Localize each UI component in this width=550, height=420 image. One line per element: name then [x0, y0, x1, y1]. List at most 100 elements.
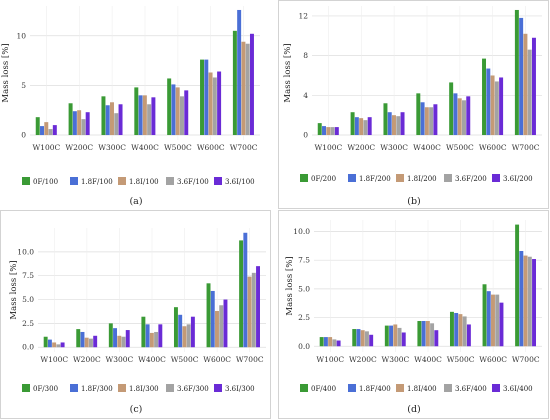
bar	[449, 311, 454, 347]
chart-panel-1: 0 5 10 Mass loss [%] W100C W200C W300C W400C W50…	[1, 6, 260, 207]
chart-panel-3: 0.0 2.5 5.0 7.5 10.0 Mass loss [%] W100C W200C W…	[0, 210, 271, 419]
legend-label: 0F/100	[33, 178, 58, 186]
bar	[494, 81, 499, 136]
bar	[389, 325, 394, 347]
panel-caption: (c)	[130, 404, 143, 415]
x-tick-label: W700C	[512, 143, 540, 152]
bar	[523, 33, 528, 136]
bar	[420, 102, 425, 136]
bar	[424, 107, 429, 136]
legend-swatch	[118, 384, 126, 392]
bar	[184, 90, 189, 136]
bar	[200, 59, 205, 136]
x-tick-label: W600C	[203, 355, 231, 364]
bar	[113, 328, 118, 348]
legend-swatch	[22, 384, 30, 392]
x-tick-label: W300C	[98, 143, 126, 152]
x-tick-label: W200C	[347, 143, 375, 152]
legend-swatch	[214, 384, 222, 392]
x-tick-label: W500C	[447, 355, 475, 364]
bar	[363, 120, 368, 136]
bar	[396, 116, 401, 136]
legend-label: 1.8F/100	[81, 178, 113, 186]
bar	[434, 330, 439, 347]
bar	[486, 291, 491, 347]
y-tick-label: 10	[16, 31, 26, 40]
bar	[392, 115, 396, 136]
bar	[336, 340, 341, 347]
y-tick-label: 5	[21, 81, 26, 90]
legend-swatch	[22, 177, 30, 185]
bar	[356, 329, 361, 347]
y-tick-label: 8	[303, 51, 308, 60]
bar	[334, 127, 339, 136]
bar	[182, 326, 187, 348]
x-tick-label: W300C	[382, 355, 410, 364]
bar	[461, 100, 466, 136]
bar	[43, 336, 48, 348]
bar	[531, 37, 536, 136]
x-tick-label: W300C	[380, 143, 408, 152]
legend-swatch	[492, 384, 500, 392]
legend-swatch	[492, 174, 500, 182]
x-tick-label: W500C	[446, 143, 474, 152]
legend-label: 3.6I/300	[225, 385, 255, 393]
bar	[251, 272, 256, 348]
bar	[171, 84, 176, 136]
bar	[44, 122, 49, 136]
bar	[247, 276, 252, 348]
legend-label: 3.6I/100	[225, 178, 255, 186]
bar	[245, 43, 250, 136]
legend-label: 3.6I/400	[503, 385, 533, 393]
bar	[179, 96, 184, 136]
bar	[141, 316, 146, 348]
bar	[462, 316, 467, 347]
bar	[454, 312, 459, 347]
bar	[108, 323, 113, 348]
bar	[40, 126, 44, 136]
bar	[60, 342, 65, 348]
bar	[72, 111, 77, 136]
bar	[167, 78, 172, 136]
x-tick-label: W600C	[479, 355, 507, 364]
y-axis-label: Mass loss [%]	[9, 260, 19, 319]
bar	[527, 256, 532, 347]
bar	[232, 30, 237, 136]
legend-label: 1.8I/400	[407, 385, 437, 393]
bar	[35, 117, 40, 136]
bar	[350, 112, 355, 136]
legend-label: 1.8I/200	[407, 175, 437, 183]
panel-caption: (d)	[407, 404, 421, 415]
bar	[482, 58, 487, 136]
bar	[52, 342, 57, 348]
panel-frame	[278, 210, 549, 419]
legend: 0F/300 1.8F/300 1.8I/300 3.6F/300 3.6I/300	[22, 384, 255, 393]
bar	[239, 240, 244, 348]
bar	[223, 299, 228, 348]
bar	[154, 331, 159, 348]
bar	[68, 103, 73, 136]
bar	[326, 127, 331, 136]
x-tick-label: W300C	[106, 355, 134, 364]
y-tick-label: 5.0	[22, 295, 34, 304]
bar	[514, 9, 519, 136]
bar	[532, 259, 536, 347]
bar	[186, 324, 191, 348]
bar	[117, 335, 122, 348]
bar	[93, 335, 98, 348]
bar	[323, 337, 328, 347]
bar	[421, 321, 426, 347]
bar	[466, 324, 471, 347]
bar	[105, 105, 110, 136]
legend-label: 3.6I/200	[503, 175, 533, 183]
legend-label: 1.8F/400	[359, 385, 391, 393]
legend-label: 1.8I/300	[129, 385, 159, 393]
y-axis-label: Mass loss [%]	[1, 43, 11, 102]
bar	[241, 41, 246, 136]
x-tick-label: W400C	[414, 355, 442, 364]
legend-swatch	[166, 384, 174, 392]
legend-swatch	[396, 384, 404, 392]
bar	[147, 104, 152, 136]
bar	[249, 33, 254, 136]
bar	[519, 250, 524, 347]
